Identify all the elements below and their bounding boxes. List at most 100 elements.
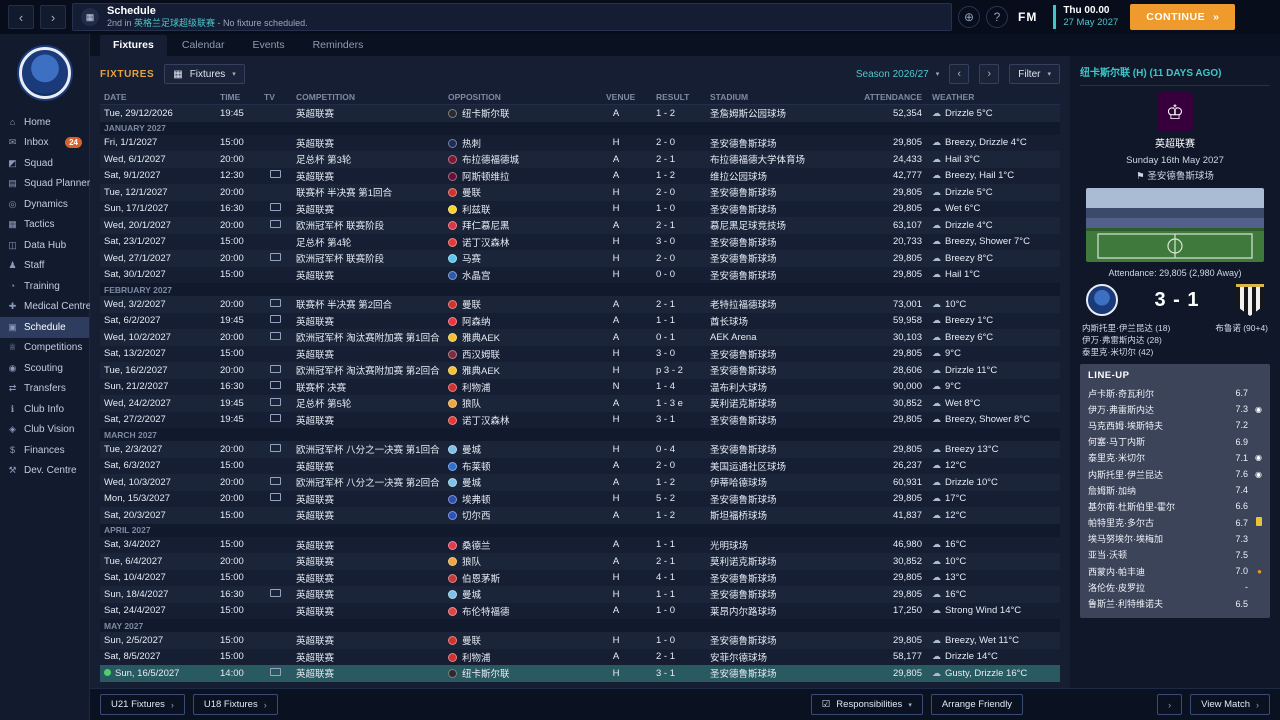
sidebar-item-transfers[interactable]: ⇄ Transfers — [0, 379, 89, 400]
club-badge[interactable] — [18, 47, 71, 99]
fixture-opposition-name: 马赛 — [462, 254, 482, 266]
fixture-row[interactable]: Sun, 17/1/2027 16:30 英超联赛 利兹联 H 1 - 0 圣安… — [100, 201, 1060, 218]
forward-button[interactable]: › — [40, 5, 66, 29]
fixture-row[interactable]: Wed, 3/2/2027 20:00 联赛杯 半决赛 第2回合 曼联 A 2 … — [100, 296, 1060, 313]
fixture-opposition-name: 利物浦 — [462, 382, 491, 394]
lineup-player-name: 基尔南·杜斯伯里-霍尔 — [1088, 501, 1175, 512]
sidebar-item-competitions[interactable]: ♕ Competitions — [0, 338, 89, 359]
view-match-button[interactable]: View Match › — [1190, 694, 1270, 715]
sidebar-item-club-vision[interactable]: ◈ Club Vision — [0, 420, 89, 441]
sidebar-item-inbox[interactable]: ✉ Inbox 24 — [0, 133, 89, 154]
sidebar-item-icon: ◔ — [9, 281, 16, 292]
tab-fixtures[interactable]: Fixtures — [100, 35, 167, 56]
lineup-row[interactable]: 洛伦佐·皮罗拉 - — [1088, 579, 1262, 595]
fixture-row[interactable]: Sun, 21/2/2027 16:30 联赛杯 决赛 利物浦 N 1 - 4 … — [100, 379, 1060, 396]
league-link[interactable]: 英格兰足球超级联赛 — [134, 18, 216, 28]
fixture-row[interactable]: Sat, 24/4/2027 15:00 英超联赛 布伦特福德 A 1 - 0 … — [100, 603, 1060, 620]
fixture-row[interactable]: Sun, 16/5/2027 14:00 英超联赛 纽卡斯尔联 H 3 - 1 … — [100, 665, 1060, 682]
fixture-row[interactable]: Wed, 6/1/2027 20:00 足总杯 第3轮 布拉德福德城 A 2 -… — [100, 151, 1060, 168]
sidebar-item-club-info[interactable]: ℹ Club Info — [0, 399, 89, 420]
lineup-row[interactable]: 鲁斯兰·利特维诺夫 6.5 — [1088, 595, 1262, 611]
fixture-row[interactable]: Wed, 10/2/2027 20:00 欧洲冠军杯 淘汰赛附加赛 第1回合 雅… — [100, 329, 1060, 346]
fixture-row[interactable]: Wed, 10/3/2027 20:00 欧洲冠军杯 八分之一决赛 第2回合 曼… — [100, 474, 1060, 491]
continue-label: CONTINUE — [1146, 11, 1206, 23]
fixture-row[interactable]: Sat, 8/5/2027 15:00 英超联赛 利物浦 A 2 - 1 安菲尔… — [100, 649, 1060, 666]
sidebar-item-dev-centre[interactable]: ⚒ Dev. Centre — [0, 461, 89, 482]
sidebar-item-home[interactable]: ⌂ Home — [0, 112, 89, 133]
lineup-row[interactable]: 亚当·沃顿 7.5 — [1088, 547, 1262, 563]
arrange-friendly-button[interactable]: Arrange Friendly — [930, 694, 1024, 715]
sidebar-item-data-hub[interactable]: ◫ Data Hub — [0, 235, 89, 256]
lineup-row[interactable]: 何塞·马丁内斯 6.9 — [1088, 434, 1262, 450]
fixture-date-cell: Mon, 15/3/2027 — [100, 493, 216, 504]
world-button[interactable]: ⊕ — [958, 6, 980, 28]
lineup-row[interactable]: 卢卡斯·奇瓦利尔 6.7 — [1088, 385, 1262, 401]
back-button[interactable]: ‹ — [8, 5, 34, 29]
tab-reminders[interactable]: Reminders — [312, 39, 364, 51]
fixture-row[interactable]: Sat, 6/3/2027 15:00 英超联赛 布莱顿 A 2 - 0 美国运… — [100, 458, 1060, 475]
season-dropdown[interactable]: Season 2026/27 ▾ — [856, 69, 939, 80]
fixture-row[interactable]: Sun, 18/4/2027 16:30 英超联赛 曼城 H 1 - 1 圣安德… — [100, 586, 1060, 603]
fixture-row[interactable]: Sat, 6/2/2027 19:45 英超联赛 阿森纳 A 1 - 1 酋长球… — [100, 313, 1060, 330]
fixture-row[interactable]: Sat, 9/1/2027 12:30 英超联赛 阿斯顿维拉 A 1 - 2 维… — [100, 168, 1060, 185]
fixture-weather-text: 13°C — [945, 572, 967, 584]
fixture-row[interactable]: Fri, 1/1/2027 15:00 英超联赛 热刺 H 2 - 0 圣安德鲁… — [100, 135, 1060, 152]
fixture-row[interactable]: Sat, 23/1/2027 15:00 足总杯 第4轮 诺丁汉森林 H 3 -… — [100, 234, 1060, 251]
fixture-row[interactable]: Wed, 20/1/2027 20:00 欧洲冠军杯 联赛阶段 拜仁慕尼黑 A … — [100, 217, 1060, 234]
fixture-row[interactable]: Tue, 2/3/2027 20:00 欧洲冠军杯 八分之一决赛 第1回合 曼城… — [100, 441, 1060, 458]
fixture-row[interactable]: Sat, 3/4/2027 15:00 英超联赛 桑德兰 A 1 - 1 光明球… — [100, 537, 1060, 554]
sidebar-item-staff[interactable]: ♟ Staff — [0, 256, 89, 277]
filter-dropdown[interactable]: Filter ▾ — [1009, 64, 1060, 84]
sidebar-item-dynamics[interactable]: ◎ Dynamics — [0, 194, 89, 215]
continue-button[interactable]: CONTINUE » — [1130, 4, 1236, 30]
fixture-date: Wed, 10/2/2027 — [104, 331, 171, 343]
sidebar-item-schedule[interactable]: ▣ Schedule — [0, 317, 89, 338]
tab-calendar[interactable]: Calendar — [181, 39, 225, 51]
lineup-row[interactable]: 西蒙内·帕丰迪 7.0 ● — [1088, 563, 1262, 579]
sidebar-item-medical-centre[interactable]: ✚ Medical Centre — [0, 297, 92, 318]
fixture-row[interactable]: Mon, 15/3/2027 20:00 英超联赛 埃弗顿 H 5 - 2 圣安… — [100, 491, 1060, 508]
sidebar-item-squad[interactable]: ◩ Squad — [0, 153, 89, 174]
sidebar-item-training[interactable]: ◔ Training — [0, 276, 89, 297]
fixture-row[interactable]: Tue, 29/12/2026 19:45 英超联赛 纽卡斯尔联 A 1 - 2… — [100, 105, 1060, 122]
fixture-row[interactable]: Tue, 12/1/2027 20:00 联赛杯 半决赛 第1回合 曼联 H 2… — [100, 184, 1060, 201]
responsibilities-dropdown[interactable]: ☑ Responsibilities ▾ — [810, 694, 923, 715]
lineup-row[interactable]: 泰里克·米切尔 7.1 ◉ — [1088, 450, 1262, 466]
u18-fixtures-button[interactable]: U18 Fixtures › — [192, 694, 278, 715]
tab-events[interactable]: Events — [252, 39, 285, 51]
lineup-row[interactable]: 基尔南·杜斯伯里-霍尔 6.6 — [1088, 498, 1262, 514]
fixture-venue: H — [612, 493, 620, 505]
fixture-row[interactable]: Sat, 20/3/2027 15:00 英超联赛 切尔西 A 1 - 2 斯坦… — [100, 507, 1060, 524]
fixtures-view-dropdown[interactable]: ▦ Fixtures ▾ — [164, 64, 245, 84]
fixture-row[interactable]: Sat, 27/2/2027 19:45 英超联赛 诺丁汉森林 H 3 - 1 … — [100, 412, 1060, 429]
fixture-row[interactable]: Sat, 10/4/2027 15:00 英超联赛 伯恩茅斯 H 4 - 1 圣… — [100, 570, 1060, 587]
sidebar-item-scouting[interactable]: ◉ Scouting — [0, 358, 89, 379]
fixture-row[interactable]: Sat, 13/2/2027 15:00 英超联赛 西汉姆联 H 3 - 0 圣… — [100, 346, 1060, 363]
match-title[interactable]: 纽卡斯尔联 (H) (11 DAYS AGO) — [1080, 68, 1222, 79]
sidebar-item-finances[interactable]: $ Finances — [0, 440, 89, 461]
fixture-row[interactable]: Sat, 30/1/2027 15:00 英超联赛 水晶宫 H 0 - 0 圣安… — [100, 267, 1060, 284]
fixture-date-cell: Sun, 17/1/2027 — [100, 203, 216, 214]
fixture-row[interactable]: Tue, 16/2/2027 20:00 欧洲冠军杯 淘汰赛附加赛 第2回合 雅… — [100, 362, 1060, 379]
help-button[interactable]: ? — [986, 6, 1008, 28]
expand-button[interactable]: › — [1157, 694, 1183, 715]
fixture-row[interactable]: Sun, 2/5/2027 15:00 英超联赛 曼联 H 1 - 0 圣安德鲁… — [100, 632, 1060, 649]
next-season-button[interactable]: › — [979, 64, 1000, 84]
lineup-row[interactable]: 帕特里克·多尔古 6.7 — [1088, 515, 1262, 531]
u21-fixtures-button[interactable]: U21 Fixtures › — [100, 694, 185, 715]
fixture-row[interactable]: Wed, 24/2/2027 19:45 足总杯 第5轮 狼队 A 1 - 3 … — [100, 395, 1060, 412]
lineup-row[interactable]: 詹姆斯·加纳 7.4 — [1088, 482, 1262, 498]
fixture-row[interactable]: Wed, 27/1/2027 20:00 欧洲冠军杯 联赛阶段 马赛 H 2 -… — [100, 250, 1060, 267]
fixture-date-cell: Sat, 6/2/2027 — [100, 315, 216, 326]
sidebar-item-squad-planner[interactable]: ▤ Squad Planner — [0, 174, 90, 195]
fixture-row[interactable]: Tue, 6/4/2027 20:00 英超联赛 狼队 A 2 - 1 莫利诺克… — [100, 553, 1060, 570]
lineup-row[interactable]: 埃马努埃尔·埃梅加 7.3 — [1088, 531, 1262, 547]
lineup-row[interactable]: 伊万·弗雷斯内达 7.3 ◉ — [1088, 401, 1262, 417]
lineup-player-name: 埃马努埃尔·埃梅加 — [1088, 534, 1163, 545]
lineup-row[interactable]: 马克西姆·埃斯特夫 7.2 — [1088, 417, 1262, 433]
fixture-weather: ☁ Hail 1°C — [928, 269, 1060, 280]
lineup-row[interactable]: 内斯托里·伊兰昆达 7.6 ◉ — [1088, 466, 1262, 482]
sidebar-item-tactics[interactable]: ▦ Tactics — [0, 215, 89, 236]
fixture-stadium: 慕尼黑足球竞技场 — [710, 221, 787, 233]
prev-season-button[interactable]: ‹ — [949, 64, 970, 84]
